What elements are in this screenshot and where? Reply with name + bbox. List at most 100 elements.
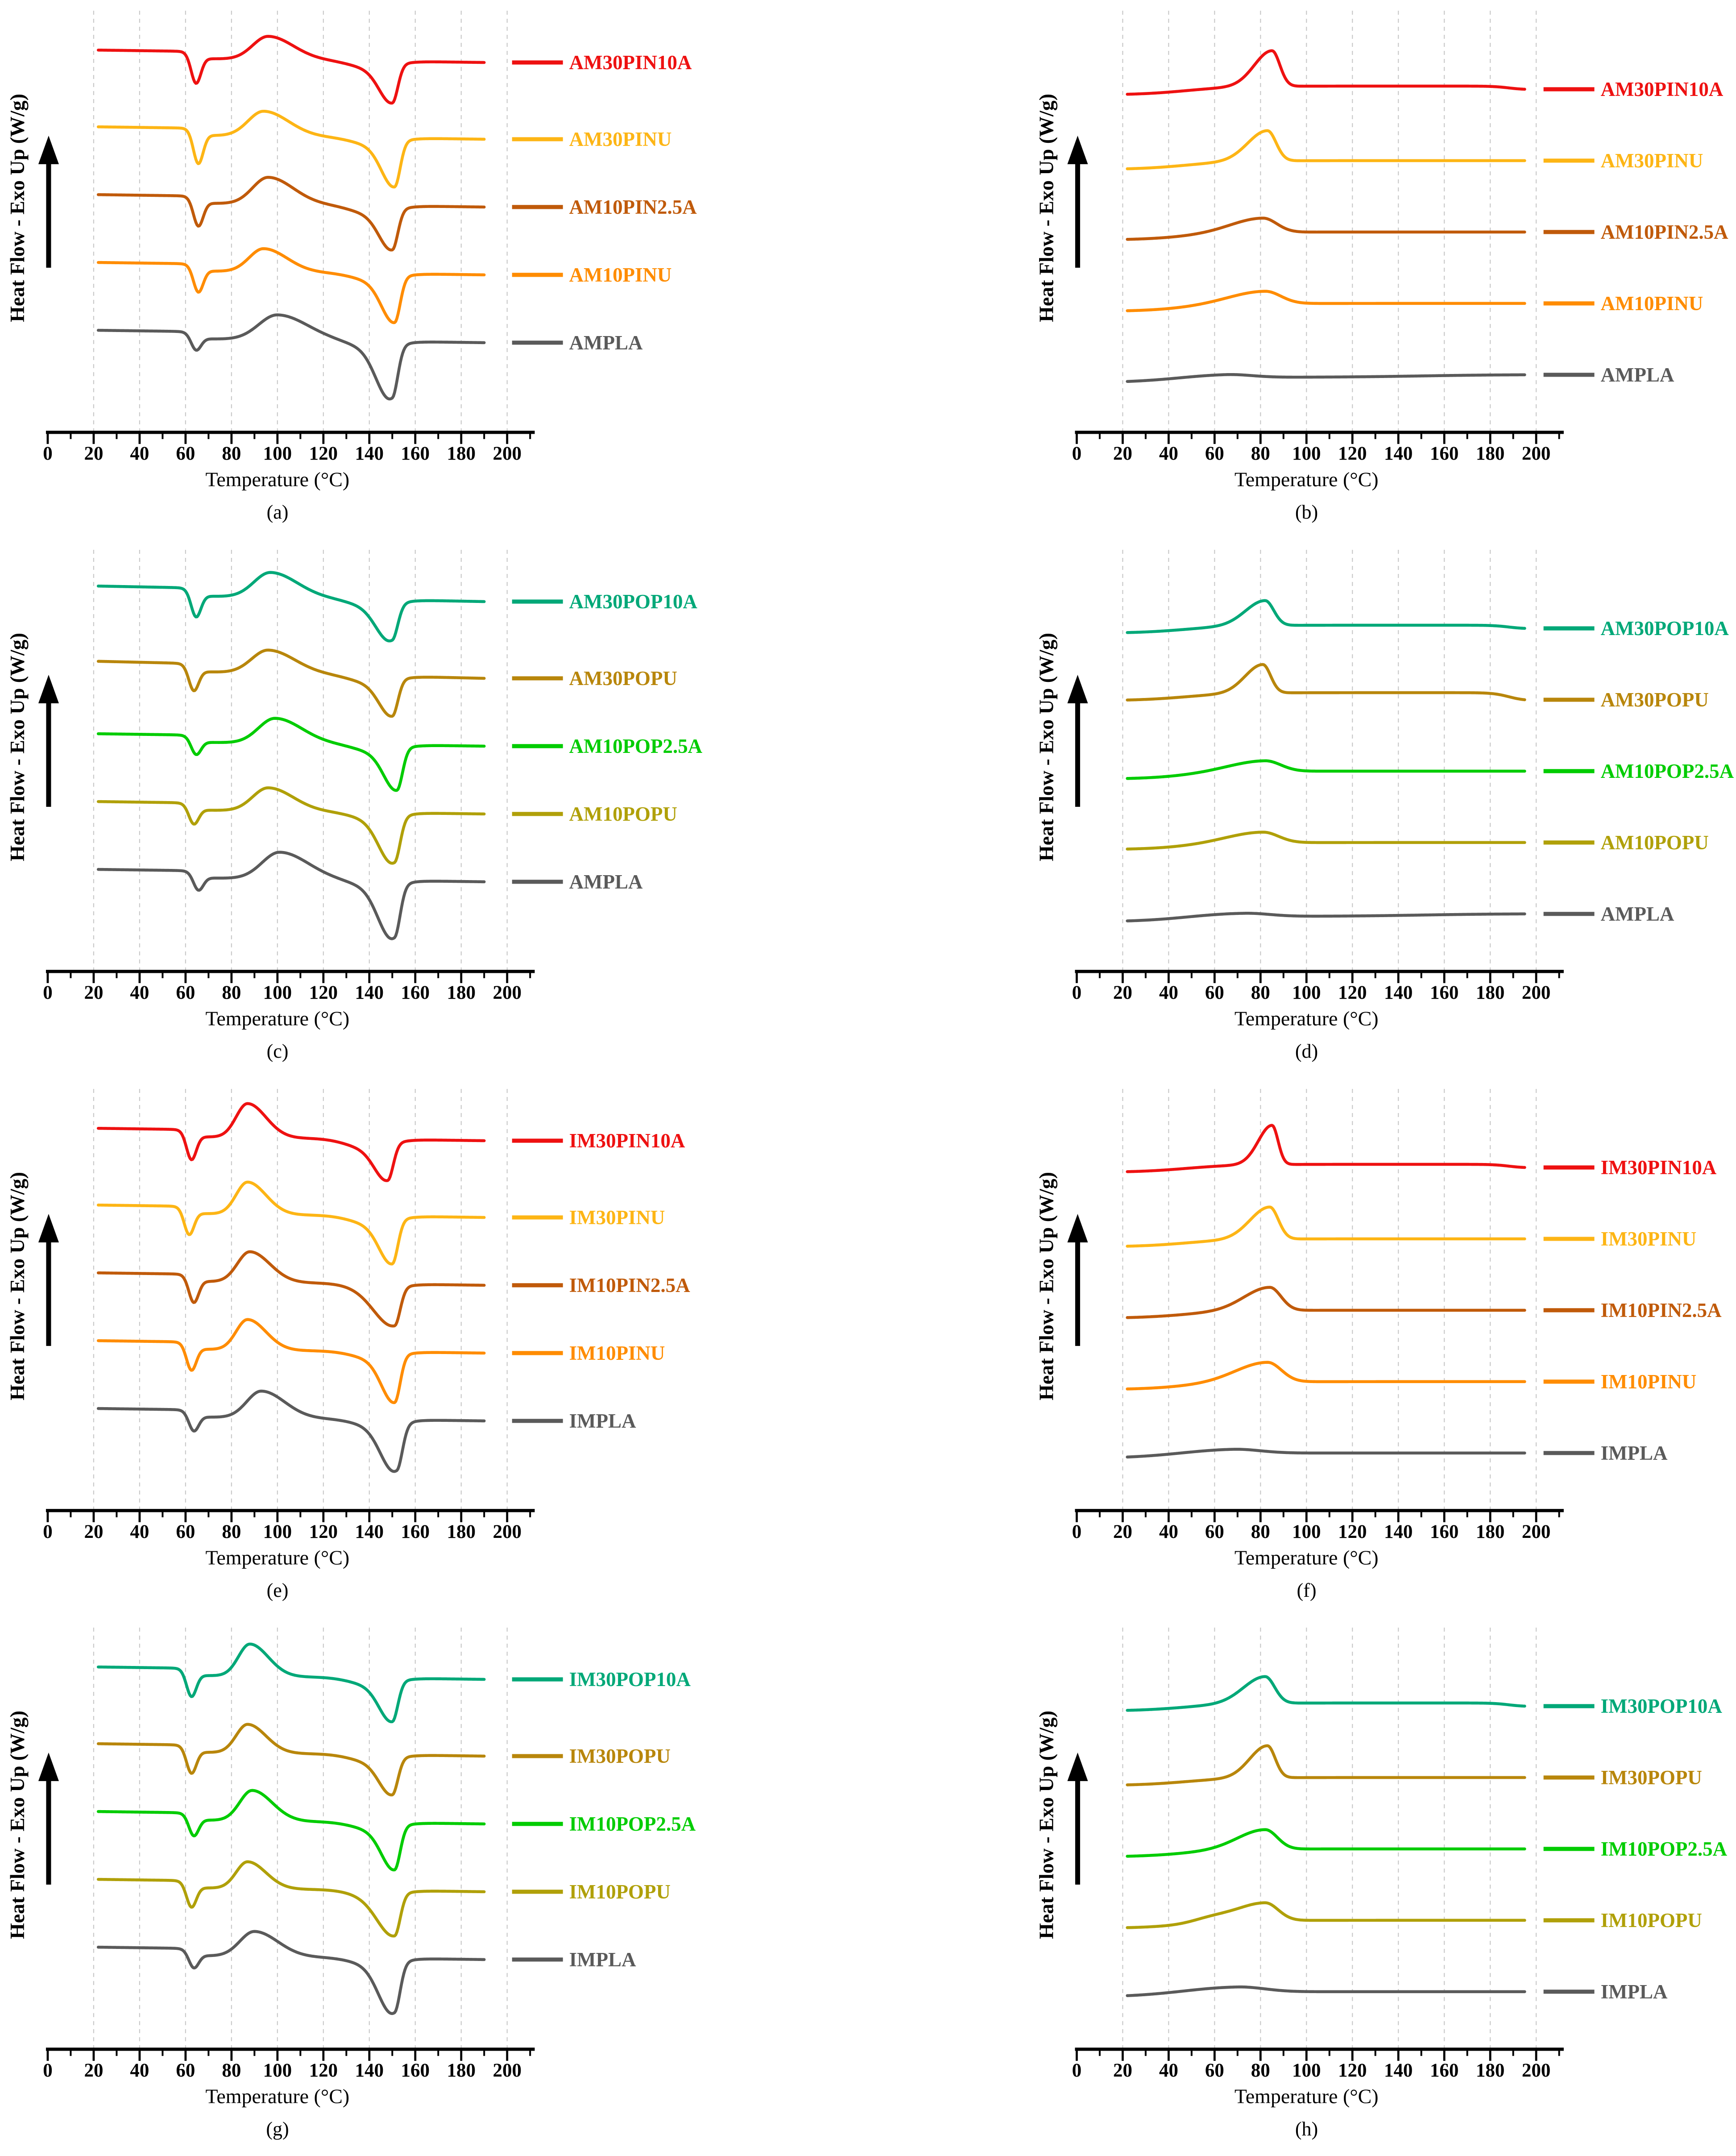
legend-entry-AMPLA: AMPLA bbox=[1543, 364, 1674, 386]
x-tick-label: 160 bbox=[401, 2060, 430, 2081]
x-tick-label: 120 bbox=[309, 1521, 338, 1542]
x-tick-label: 140 bbox=[355, 1521, 384, 1542]
x-tick-label: 40 bbox=[130, 1521, 149, 1542]
legend-entry-AM10POP2.5A: AM10POP2.5A bbox=[1543, 760, 1734, 782]
panel-b: 0 20 40 60 80 100 120 140 160 180 200 Temperature (… bbox=[868, 0, 1736, 539]
dsc-curve-IM30PINU bbox=[96, 1180, 486, 1266]
legend-entry-IM30PIN10A: IM30PIN10A bbox=[1543, 1156, 1716, 1178]
gridlines bbox=[1122, 11, 1537, 432]
legend-label: AM30POP10A bbox=[569, 590, 698, 613]
legend-label: AMPLA bbox=[569, 871, 643, 893]
dsc-curve-AM30PINU bbox=[1125, 129, 1526, 170]
x-tick-label: 180 bbox=[447, 443, 476, 464]
panel-e: 0 20 40 60 80 100 120 140 160 180 200 Temperature (… bbox=[0, 1078, 868, 1617]
x-tick-label: 180 bbox=[447, 2060, 476, 2081]
y-axis-title: Heat Flow - Exo Up (W/g) bbox=[1035, 94, 1057, 322]
dsc-curve-IM10PIN2.5A bbox=[1125, 1285, 1526, 1319]
legend-entry-IMPLA: IMPLA bbox=[512, 1948, 636, 1971]
legend-label: AM30POP10A bbox=[1600, 617, 1729, 640]
x-tick-label: 160 bbox=[401, 1521, 430, 1542]
legend-label: AM10POPU bbox=[1600, 831, 1708, 854]
panel-caption: (g) bbox=[266, 2118, 289, 2140]
x-tick-label: 60 bbox=[1205, 982, 1224, 1003]
x-axis-title: Temperature (°C) bbox=[205, 468, 349, 491]
y-axis-title: Heat Flow - Exo Up (W/g) bbox=[6, 94, 29, 322]
gridlines bbox=[93, 11, 508, 432]
x-tick-label: 80 bbox=[1251, 1521, 1270, 1542]
legend-label: AM10PINU bbox=[569, 264, 672, 286]
dsc-curve-AM10POPU bbox=[1125, 831, 1526, 851]
up-arrow-icon bbox=[38, 1753, 59, 1885]
x-tick-label: 180 bbox=[447, 982, 476, 1003]
dsc-chart-c: 0 20 40 60 80 100 120 140 160 180 200 Temperature (… bbox=[6, 549, 703, 1030]
legend-label: AM10POPU bbox=[569, 803, 677, 825]
panel-caption: (h) bbox=[1295, 2118, 1318, 2140]
dsc-curve-IM10PINU bbox=[1125, 1360, 1526, 1391]
dsc-curve-IM10POPU bbox=[96, 1860, 486, 1938]
x-tick-label: 140 bbox=[355, 982, 384, 1003]
panel-caption: (c) bbox=[266, 1040, 289, 1062]
legend-entry-IM10PIN2.5A: IM10PIN2.5A bbox=[512, 1274, 691, 1296]
dsc-chart-e: 0 20 40 60 80 100 120 140 160 180 200 Temperature (… bbox=[6, 1088, 691, 1569]
up-arrow-icon bbox=[1067, 1213, 1088, 1346]
legend-entry-IM10PINU: IM10PINU bbox=[512, 1342, 665, 1364]
legend-entry-IM10PIN2.5A: IM10PIN2.5A bbox=[1543, 1299, 1722, 1321]
x-tick-label: 120 bbox=[309, 2060, 338, 2081]
panel-d: 0 20 40 60 80 100 120 140 160 180 200 Temperature (… bbox=[868, 539, 1736, 1078]
x-tick-label: 200 bbox=[493, 2060, 521, 2081]
legend-label: AMPLA bbox=[569, 332, 643, 354]
gridlines bbox=[93, 1628, 508, 2050]
legend-label: IM30PIN10A bbox=[1600, 1156, 1716, 1178]
dsc-curve-IM10PIN2.5A bbox=[96, 1250, 486, 1328]
dsc-curve-IMPLA bbox=[96, 1389, 486, 1473]
legend-entry-IM30POP10A: IM30POP10A bbox=[512, 1668, 691, 1691]
dsc-curve-IM30PIN10A bbox=[1125, 1123, 1526, 1173]
legend-label: AM30PIN10A bbox=[569, 51, 692, 74]
y-axis-title: Heat Flow - Exo Up (W/g) bbox=[1035, 1171, 1057, 1400]
legend-label: AM10PIN2.5A bbox=[569, 196, 697, 218]
x-tick-label: 20 bbox=[84, 982, 103, 1003]
dsc-chart-d: 0 20 40 60 80 100 120 140 160 180 200 Temperature (… bbox=[1035, 549, 1734, 1030]
x-tick-label: 40 bbox=[1159, 1521, 1178, 1542]
x-tick-label: 20 bbox=[1113, 2060, 1132, 2081]
x-tick-label: 200 bbox=[1521, 982, 1550, 1003]
x-axis: 0 20 40 60 80 100 120 140 160 180 200 bbox=[43, 1508, 535, 1542]
dsc-curve-AM10PINU bbox=[96, 247, 486, 324]
x-tick-label: 40 bbox=[130, 2060, 149, 2081]
legend-label: IM10POP2.5A bbox=[1600, 1838, 1727, 1860]
x-axis-title: Temperature (°C) bbox=[1234, 468, 1378, 491]
x-tick-label: 120 bbox=[1338, 982, 1366, 1003]
dsc-curve-AM10POPU bbox=[96, 786, 486, 865]
x-axis-title: Temperature (°C) bbox=[205, 1546, 349, 1569]
legend-label: IMPLA bbox=[1600, 1981, 1667, 2003]
x-tick-label: 40 bbox=[130, 443, 149, 464]
legend-label: IM10PIN2.5A bbox=[569, 1274, 691, 1296]
legend-label: AM30PIN10A bbox=[1600, 78, 1723, 100]
dsc-curve-IM10POPU bbox=[1125, 1901, 1526, 1929]
x-tick-label: 40 bbox=[1159, 2060, 1178, 2081]
legend-label: AMPLA bbox=[1600, 903, 1674, 925]
x-tick-label: 40 bbox=[1159, 443, 1178, 464]
legend-entry-IM30PINU: IM30PINU bbox=[1543, 1227, 1696, 1250]
dsc-curve-AM10PIN2.5A bbox=[1125, 216, 1526, 241]
x-axis: 0 20 40 60 80 100 120 140 160 180 200 bbox=[1072, 1508, 1564, 1542]
dsc-curve-AM30PIN10A bbox=[96, 35, 486, 105]
x-tick-label: 120 bbox=[309, 982, 338, 1003]
x-tick-label: 80 bbox=[222, 1521, 241, 1542]
x-tick-label: 100 bbox=[1292, 2060, 1321, 2081]
x-tick-label: 100 bbox=[263, 443, 292, 464]
legend-entry-IM30POPU: IM30POPU bbox=[1543, 1766, 1702, 1789]
x-tick-label: 120 bbox=[1338, 443, 1366, 464]
legend-entry-AM30POP10A: AM30POP10A bbox=[1543, 617, 1729, 640]
legend-entry-IM30PIN10A: IM30PIN10A bbox=[512, 1129, 685, 1151]
legend-entry-IMPLA: IMPLA bbox=[1543, 1981, 1667, 2003]
y-axis-title: Heat Flow - Exo Up (W/g) bbox=[6, 1171, 29, 1400]
legend-label: IMPLA bbox=[569, 1409, 636, 1432]
dsc-curve-AM30POPU bbox=[1125, 663, 1526, 702]
x-tick-label: 200 bbox=[1521, 1521, 1550, 1542]
gridlines bbox=[93, 549, 508, 972]
x-tick-label: 100 bbox=[263, 982, 292, 1003]
legend-label: IM10PIN2.5A bbox=[1600, 1299, 1722, 1321]
dsc-curve-AM30PIN10A bbox=[1125, 49, 1526, 96]
